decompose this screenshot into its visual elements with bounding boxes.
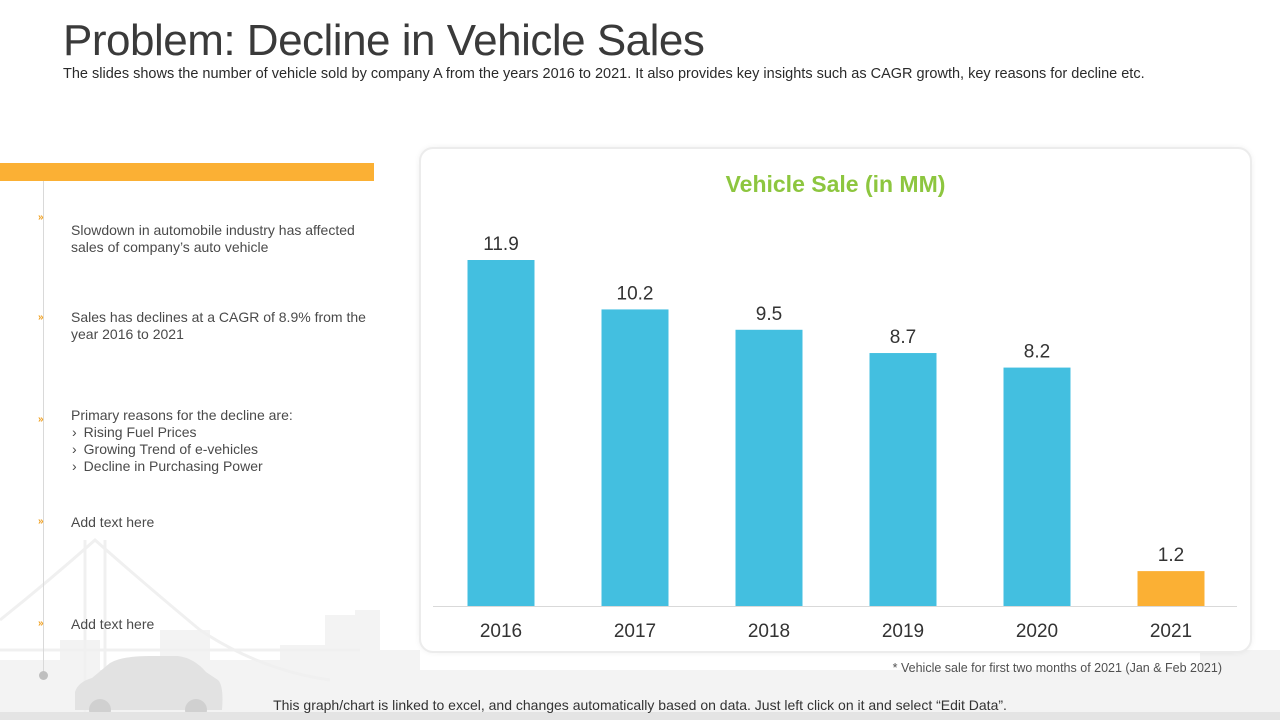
- bar-2019[interactable]: [869, 353, 937, 606]
- data-label: 8.7: [890, 327, 916, 348]
- point-1: Slowdown in automobile industry has affe…: [71, 222, 355, 255]
- data-label: 8.2: [1024, 342, 1050, 363]
- timeline-end-dot: [39, 671, 48, 680]
- x-tick-label: 2017: [614, 621, 656, 642]
- bullet-icon: »: [38, 312, 43, 323]
- data-label: 11.9: [483, 234, 519, 255]
- edit-data-note: This graph/chart is linked to excel, and…: [273, 697, 1007, 713]
- data-label: 10.2: [617, 283, 654, 304]
- point-4: Add text here: [71, 514, 155, 530]
- bottom-band: [0, 712, 1280, 720]
- point-5: Add text here: [71, 616, 155, 632]
- bar-2017[interactable]: [601, 309, 669, 606]
- bullet-icon: »: [38, 212, 43, 223]
- chart-title: Vehicle Sale (in MM): [725, 171, 946, 197]
- chart-card[interactable]: Vehicle Sale (in MM) 11.9 2016 10.2 2017 9.5…: [419, 147, 1252, 653]
- x-tick-label: 2016: [480, 621, 522, 642]
- point-3-heading: Primary reasons for the decline are:: [71, 407, 293, 423]
- city-skyline-illustration: [0, 537, 1280, 720]
- x-tick-label: 2020: [1016, 621, 1058, 642]
- bar-2020[interactable]: [1003, 367, 1071, 606]
- page-subtitle: The slides shows the number of vehicle s…: [63, 66, 1145, 82]
- bar-2016[interactable]: [467, 260, 535, 606]
- bullet-icon: »: [38, 414, 43, 425]
- point-2: Sales has declines at a CAGR of 8.9% fro…: [71, 309, 366, 342]
- accent-bar: [0, 163, 374, 181]
- bullet-icon: »: [38, 516, 43, 527]
- reason-item: Decline in Purchasing Power: [71, 458, 371, 475]
- x-tick-label: 2019: [882, 621, 924, 642]
- timeline-line: [43, 181, 44, 676]
- bullet-icon: »: [38, 618, 43, 629]
- car-icon: [75, 656, 223, 720]
- reason-item: Growing Trend of e-vehicles: [71, 441, 371, 458]
- x-tick-label: 2021: [1150, 621, 1192, 642]
- data-label: 1.2: [1158, 545, 1184, 566]
- data-label: 9.5: [756, 304, 782, 325]
- reasons-list: Rising Fuel Prices Growing Trend of e-ve…: [71, 424, 371, 475]
- page-title: Problem: Decline in Vehicle Sales: [63, 16, 705, 65]
- bar-2021[interactable]: [1137, 571, 1205, 606]
- reason-item: Rising Fuel Prices: [71, 424, 371, 441]
- bar-chart[interactable]: 11.9 2016 10.2 2017 9.5 2018 8.7 2019 8.2 2020 1.2…: [421, 149, 1250, 651]
- point-3: Primary reasons for the decline are: Ris…: [71, 407, 371, 475]
- x-tick-label: 2018: [748, 621, 790, 642]
- bar-2018[interactable]: [735, 329, 803, 606]
- chart-footnote: * Vehicle sale for first two months of 2…: [892, 661, 1222, 675]
